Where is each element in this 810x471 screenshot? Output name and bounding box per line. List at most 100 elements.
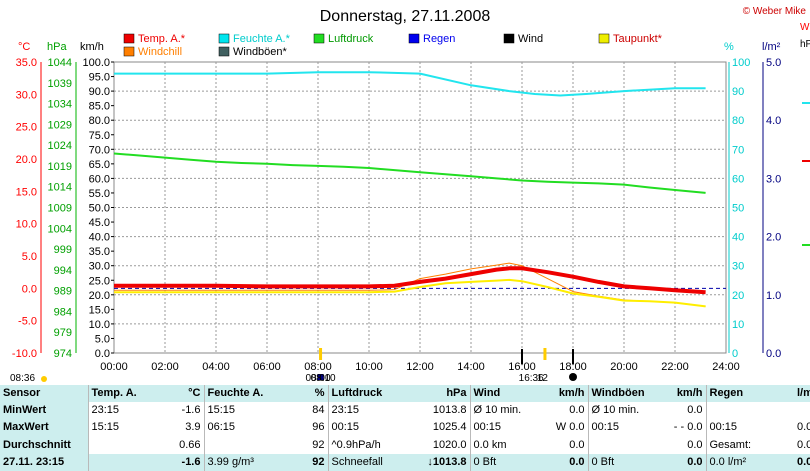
wind-tick-label: 45.0 — [89, 217, 110, 229]
stats-row-label: MinWert — [0, 402, 88, 420]
humidity-tick-label: 10 — [732, 319, 744, 331]
temp-tick-label: 35.0 — [16, 57, 37, 69]
wind-axis-unit: km/h — [80, 41, 104, 53]
humidity-tick-label: 30 — [732, 261, 744, 273]
pressure-tick-label: 1014 — [48, 182, 72, 194]
stats-cell — [587, 436, 660, 454]
stats-cell: 0.0 l/m² — [705, 453, 794, 471]
stats-header: km/h — [540, 385, 588, 403]
temp-tick-label: 10.0 — [16, 219, 37, 231]
chart-title: Donnerstag, 27.11.2008 — [320, 8, 491, 25]
right-edge-label-2: hP — [800, 39, 810, 50]
stats-row-label: 27.11. 23:15 — [0, 453, 88, 471]
legend-label: Windchill — [138, 46, 182, 58]
stats-header: l/m² — [794, 385, 810, 403]
wind-tick-label: 15.0 — [89, 304, 110, 316]
stats-cell — [87, 436, 148, 454]
wind-tick-label: 40.0 — [89, 232, 110, 244]
wind-tick-label: 35.0 — [89, 246, 110, 258]
rain-tick-label: 0.0 — [766, 348, 781, 360]
stats-header: Sensor — [0, 385, 88, 403]
axes-ticks: 100.095.090.085.080.075.070.065.060.055.… — [12, 57, 781, 373]
stats-cell: Ø 10 min. — [587, 402, 660, 420]
stats-cell: 00:15 — [587, 419, 660, 437]
wind-tick-label: 20.0 — [89, 290, 110, 302]
legend-label: Regen — [423, 33, 455, 45]
chart-legend: Temp. A.* Feuchte A.* Luftdruck Regen Wind Ta… — [123, 33, 663, 58]
stats-header: Wind — [469, 385, 540, 403]
rain-tick-label: 1.0 — [766, 290, 781, 302]
pressure-tick-label: 984 — [54, 306, 72, 318]
x-annotation: 08:00 — [305, 373, 330, 384]
right-edge-label-1: W — [800, 22, 810, 33]
x-tick-label: 20:00 — [610, 361, 638, 373]
x-annotation: 08:10 — [311, 373, 336, 384]
pressure-tick-label: 1019 — [48, 161, 72, 173]
temp-tick-label: 25.0 — [16, 122, 37, 134]
stats-table: Sensor Temp. A. °C Feuchte A.% Luftdruck hPa W… — [0, 385, 810, 471]
humidity-axis-unit: % — [724, 41, 734, 53]
series-line-feuchtea — [114, 71, 706, 97]
pressure-tick-label: 1044 — [48, 57, 72, 69]
wind-tick-label: 10.0 — [89, 319, 110, 331]
stats-header: Windböen — [587, 385, 660, 403]
stats-cell: 1025.4 — [432, 421, 467, 434]
sunrise-time-label: 08:36 — [10, 373, 35, 384]
series-line-tempa — [114, 266, 706, 295]
wind-tick-label: 100.0 — [82, 57, 110, 69]
humidity-tick-label: 90 — [732, 86, 744, 98]
stats-cell: - - 0.0 — [673, 421, 703, 434]
stats-cell: 3.9 — [185, 421, 201, 434]
x-tick-label: 16:00 — [508, 361, 536, 373]
wind-tick-label: 75.0 — [89, 130, 110, 142]
x-annotation: 12 — [537, 373, 549, 384]
pressure-tick-label: 1009 — [48, 203, 72, 215]
legend-label: Luftdruck — [328, 33, 374, 45]
stats-cell: Gesamt: — [705, 436, 794, 454]
axis-headers: °C hPa km/h % l/m² — [18, 41, 781, 53]
legend-label: Taupunkt* — [613, 33, 663, 45]
stats-cell: 0 Bft — [587, 453, 660, 471]
stats-cell: 23:15 — [87, 402, 148, 420]
temp-tick-label: 0.0 — [22, 283, 37, 295]
temp-tick-label: 30.0 — [16, 89, 37, 101]
stats-cell: 0 Bft — [469, 453, 540, 471]
humidity-tick-label: 40 — [732, 232, 744, 244]
legend-label: Temp. A.* — [138, 33, 186, 45]
stats-cell: 0.0 — [569, 404, 585, 417]
right-edge-bar-cyan — [802, 102, 810, 104]
right-edge-bar-green — [802, 244, 810, 246]
stats-cell — [203, 436, 288, 454]
stats-cell: 84 — [312, 404, 325, 417]
pressure-tick-label: 999 — [54, 244, 72, 256]
wind-tick-label: 80.0 — [89, 115, 110, 127]
stats-cell: 0.0 — [687, 404, 703, 417]
wind-tick-label: 60.0 — [89, 173, 110, 185]
legend-swatch — [313, 33, 325, 44]
legend-label: Windböen* — [233, 46, 288, 58]
x-tick-label: 22:00 — [661, 361, 689, 373]
wind-tick-label: 55.0 — [89, 188, 110, 200]
x-tick-label: 08:00 — [304, 361, 332, 373]
pressure-tick-label: 974 — [54, 348, 72, 360]
humidity-tick-label: 50 — [732, 203, 744, 215]
stats-header: Luftdruck — [327, 385, 408, 403]
legend-swatch — [123, 33, 135, 44]
rain-tick-label: 2.0 — [766, 232, 781, 244]
stats-header: Feuchte A. — [203, 385, 288, 403]
stats-cell: 0.0 — [687, 438, 703, 451]
stats-cell: 0.66 — [179, 438, 201, 451]
humidity-tick-label: 80 — [732, 115, 744, 127]
pressure-tick-label: 1024 — [48, 140, 72, 152]
temp-tick-label: -5.0 — [18, 316, 37, 328]
stats-cell: 0.0 — [660, 453, 706, 471]
right-edge-bar-red — [802, 160, 810, 162]
plot-grid — [114, 62, 726, 353]
pressure-tick-label: 1039 — [48, 78, 72, 90]
stats-cell: 15:15 — [87, 419, 148, 437]
temp-tick-label: 5.0 — [22, 251, 37, 263]
stats-cell: 0.0 — [569, 438, 585, 451]
humidity-tick-label: 100 — [732, 57, 750, 69]
stats-cell: Schneefall — [327, 453, 408, 471]
